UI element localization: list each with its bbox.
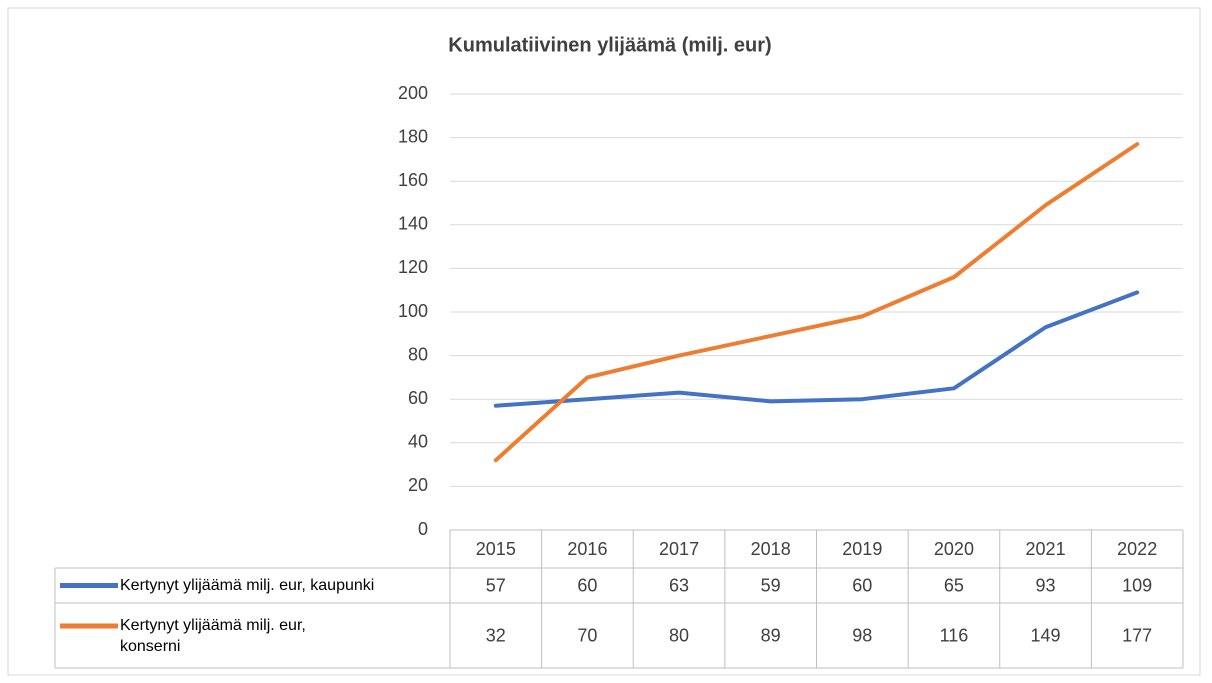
data-label: 59 bbox=[761, 575, 781, 595]
y-tick-label: 20 bbox=[408, 475, 428, 495]
data-label: 93 bbox=[1036, 575, 1056, 595]
data-label: 109 bbox=[1122, 575, 1152, 595]
data-label: 60 bbox=[577, 575, 597, 595]
y-tick-label: 200 bbox=[398, 83, 428, 103]
x-tick-label: 2019 bbox=[842, 539, 882, 559]
series-line bbox=[493, 290, 1140, 408]
chart-frame bbox=[7, 7, 1201, 676]
y-tick-label: 100 bbox=[398, 301, 428, 321]
legend-cell: Kertynyt ylijäämä milj. eur, kaupunki bbox=[120, 576, 375, 594]
legend-cell: Kertynyt ylijäämä milj. eur, konserni bbox=[120, 617, 306, 655]
legend-label: Kertynyt ylijäämä milj. eur, kaupunki bbox=[120, 576, 375, 594]
data-label: 149 bbox=[1031, 625, 1061, 645]
data-label: 98 bbox=[852, 625, 872, 645]
x-tick-label: 2017 bbox=[659, 539, 699, 559]
y-tick-label: 60 bbox=[408, 388, 428, 408]
data-label: 65 bbox=[944, 575, 964, 595]
data-label: 57 bbox=[486, 575, 506, 595]
data-label: 70 bbox=[577, 625, 597, 645]
legend-label: Kertynyt ylijäämä milj. eur, konserni bbox=[120, 617, 306, 655]
data-label: 177 bbox=[1122, 625, 1152, 645]
x-tick-label: 2020 bbox=[934, 539, 974, 559]
y-tick-label: 160 bbox=[398, 170, 428, 190]
y-tick-label: 0 bbox=[418, 519, 428, 539]
x-tick-label: 2015 bbox=[476, 539, 516, 559]
data-label: 32 bbox=[486, 625, 506, 645]
y-tick-label: 180 bbox=[398, 126, 428, 146]
x-tick-label: 2018 bbox=[751, 539, 791, 559]
x-tick-label: 2016 bbox=[567, 539, 607, 559]
data-label: 89 bbox=[761, 625, 781, 645]
x-tick-label: 2022 bbox=[1117, 539, 1157, 559]
series-line bbox=[493, 142, 1140, 463]
y-tick-label: 40 bbox=[408, 432, 428, 452]
y-tick-label: 140 bbox=[398, 214, 428, 234]
data-label: 63 bbox=[669, 575, 689, 595]
y-tick-label: 120 bbox=[398, 257, 428, 277]
data-label: 60 bbox=[852, 575, 872, 595]
y-tick-label: 80 bbox=[408, 344, 428, 364]
data-label: 116 bbox=[940, 625, 969, 645]
x-tick-label: 2021 bbox=[1026, 539, 1066, 559]
chart-title: Kumulatiivinen ylijäämä (milj. eur) bbox=[448, 34, 771, 56]
data-label: 80 bbox=[669, 625, 689, 645]
